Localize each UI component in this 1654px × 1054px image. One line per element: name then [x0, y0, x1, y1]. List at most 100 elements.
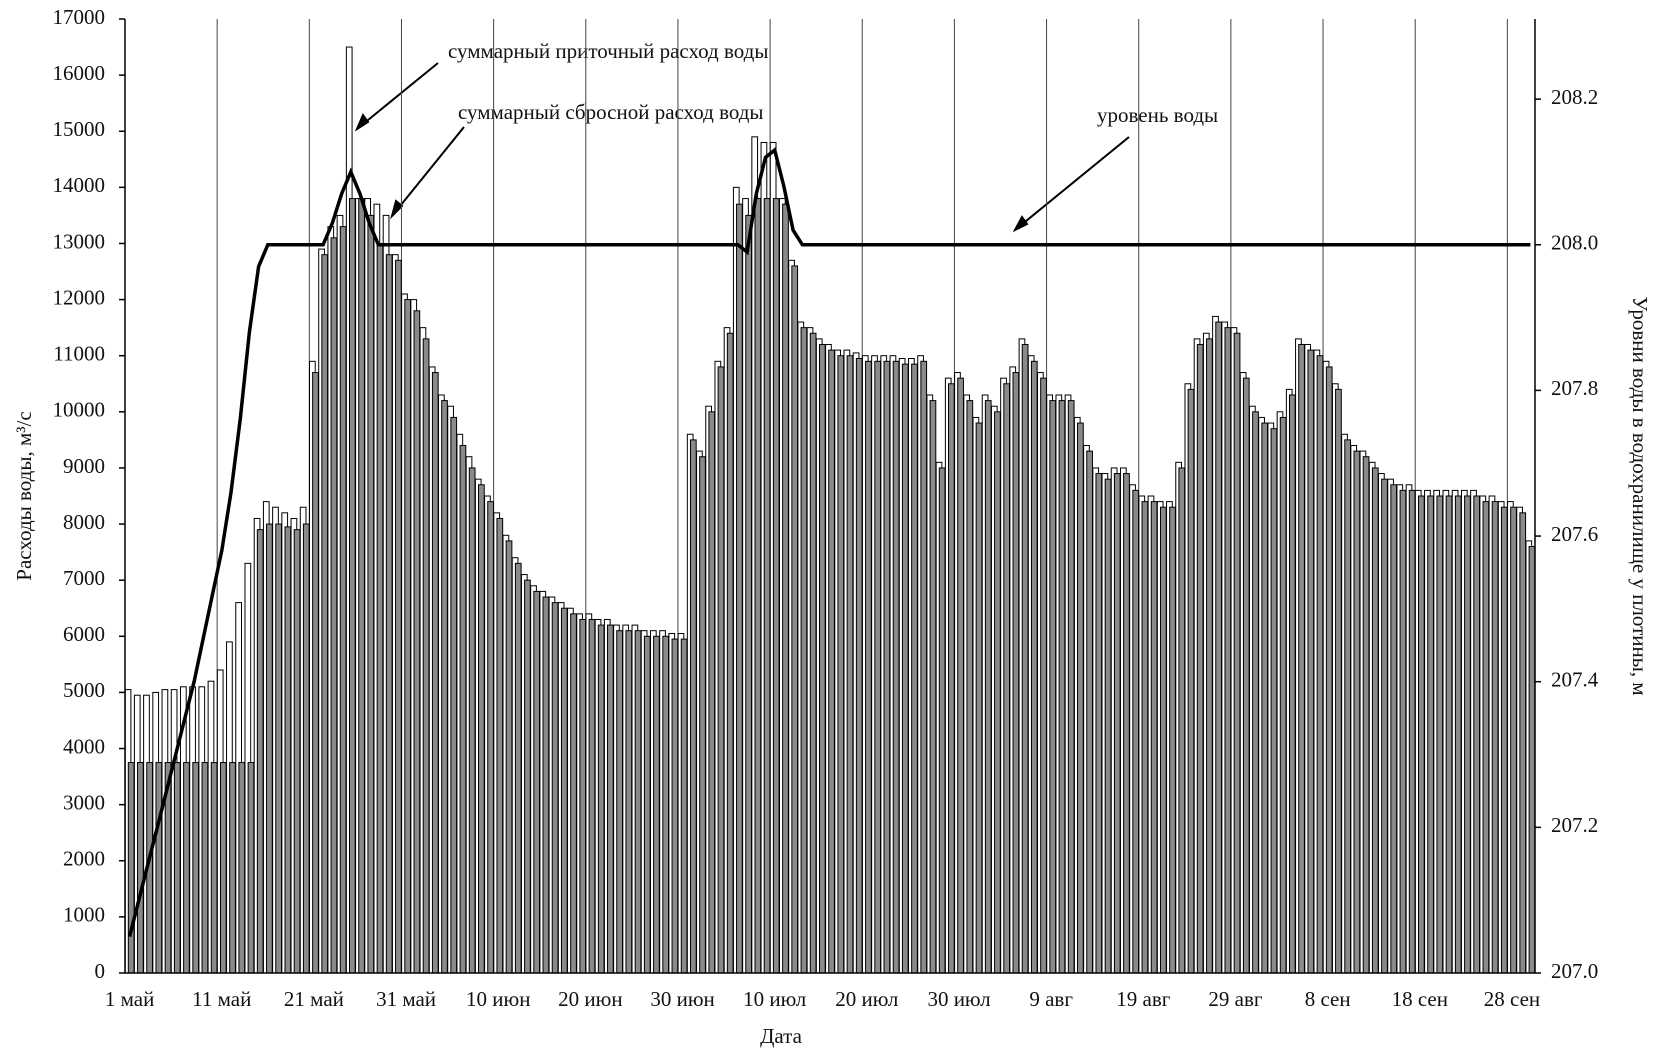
discharge-bar — [597, 624, 605, 974]
discharge-bar — [551, 602, 559, 974]
discharge-bar — [1252, 411, 1259, 974]
discharge-bar — [1353, 450, 1361, 974]
discharge-bar — [883, 360, 891, 974]
discharge-bar — [763, 198, 771, 974]
discharge-bar — [441, 400, 448, 974]
discharge-bar — [505, 540, 513, 974]
discharge-bar — [1344, 439, 1352, 974]
discharge-bar — [210, 762, 218, 974]
discharge-bar — [1482, 501, 1490, 974]
discharge-bar — [901, 363, 909, 974]
discharge-bar — [1187, 388, 1195, 974]
arrow — [391, 126, 465, 217]
x-tick-label: 20 июн — [558, 987, 622, 1011]
discharge-bar — [1390, 484, 1398, 974]
discharge-bar — [1113, 473, 1121, 974]
discharge-bar — [487, 501, 494, 974]
discharge-bar — [929, 400, 937, 974]
discharge-bar — [653, 635, 660, 974]
discharge-bar — [1123, 473, 1130, 974]
discharge-bar — [1288, 394, 1296, 974]
x-tick-label: 10 июн — [466, 987, 530, 1011]
discharge-bar — [201, 762, 209, 974]
discharge-bar — [625, 630, 633, 974]
y-tick-label: 5000 — [63, 678, 105, 702]
x-tick-label: 1 май — [105, 987, 154, 1011]
discharge-bar — [219, 762, 227, 974]
discharge-bar — [892, 360, 900, 974]
discharge-bar — [155, 762, 163, 974]
discharge-bar — [431, 372, 439, 974]
discharge-bar — [634, 630, 642, 974]
discharge-bar — [1040, 377, 1047, 974]
discharge-bar — [948, 383, 955, 974]
discharge-bar — [1418, 495, 1425, 974]
discharge-bar — [1500, 506, 1508, 974]
annotation: суммарный приточный расход воды — [448, 39, 768, 63]
discharge-bar — [192, 762, 200, 974]
y-tick-label: 12000 — [53, 285, 106, 309]
level-line — [127, 147, 1531, 938]
x-tick-label: 31 май — [376, 987, 436, 1011]
discharge-bar — [1196, 343, 1204, 974]
y-tick-label: 3000 — [63, 790, 105, 814]
discharge-bar — [450, 416, 458, 974]
discharge-bar — [1141, 501, 1149, 974]
discharge-bar — [1464, 495, 1471, 974]
discharge-bar — [1206, 338, 1213, 974]
discharge-bar — [358, 198, 365, 974]
discharge-bar — [1307, 349, 1315, 974]
discharge-bar — [1021, 343, 1029, 974]
y-tick-label: 4000 — [63, 734, 105, 758]
discharge-bar — [570, 613, 577, 974]
y-tick-label: 10000 — [53, 398, 106, 422]
discharge-bar — [736, 203, 743, 974]
discharge-bar — [874, 360, 882, 974]
discharge-bar — [1445, 495, 1453, 974]
discharge-bar — [938, 467, 946, 974]
discharge-bar — [1316, 355, 1324, 974]
discharge-bar — [818, 343, 826, 974]
x-tick-label: 10 июл — [743, 987, 806, 1011]
discharge-bar — [284, 526, 292, 974]
y2-tick-label: 207.6 — [1551, 522, 1598, 546]
discharge-bar — [579, 618, 587, 974]
y-tick-label: 9000 — [63, 454, 105, 478]
x-tick-label: 28 сен — [1484, 987, 1540, 1011]
discharge-bar — [330, 237, 338, 974]
discharge-bar — [1030, 360, 1038, 974]
discharge-bar — [238, 762, 246, 974]
discharge-bar — [1270, 428, 1278, 974]
discharge-bar — [478, 484, 485, 974]
discharge-bar — [302, 523, 310, 974]
discharge-bar — [1436, 495, 1444, 974]
discharge-bar — [1399, 489, 1407, 974]
discharge-bar — [791, 265, 799, 974]
x-axis-label: Дата — [760, 1024, 803, 1048]
discharge-bar — [1510, 506, 1517, 974]
discharge-bar — [616, 630, 623, 974]
discharge-bar — [607, 624, 614, 974]
y-tick-label: 17000 — [53, 5, 106, 29]
discharge-bar — [275, 523, 282, 974]
discharge-bar — [542, 596, 550, 974]
y2-tick-label: 208.2 — [1551, 85, 1598, 109]
discharge-bar — [1067, 400, 1075, 974]
discharge-bar — [699, 456, 706, 974]
annotation: уровень воды — [1097, 103, 1218, 127]
discharge-bar — [1362, 456, 1370, 974]
y2-tick-label: 207.2 — [1551, 813, 1598, 837]
discharge-bar — [524, 579, 531, 974]
discharge-bar — [717, 366, 725, 974]
discharge-bar — [312, 372, 319, 974]
y-tick-label: 7000 — [63, 566, 105, 590]
discharge-bar — [367, 214, 375, 974]
y-tick-label: 6000 — [63, 622, 105, 646]
discharge-bar — [293, 529, 301, 974]
discharge-bar — [395, 259, 402, 974]
discharge-bar — [846, 355, 854, 974]
discharge-bar — [376, 242, 384, 974]
x-tick-label: 20 июл — [835, 987, 898, 1011]
x-tick-label: 29 авг — [1208, 987, 1262, 1011]
y-tick-label: 8000 — [63, 510, 105, 534]
